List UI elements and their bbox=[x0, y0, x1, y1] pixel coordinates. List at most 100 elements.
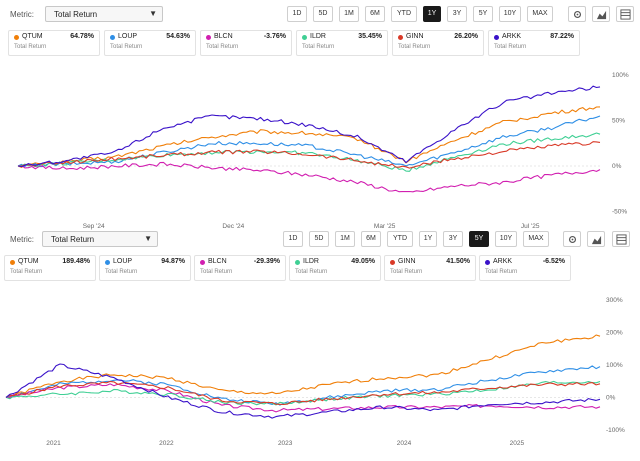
x-tick-label: 2023 bbox=[278, 440, 293, 447]
legend-ticker: LOUP bbox=[113, 258, 133, 265]
legend-sublabel: Total Return bbox=[302, 44, 335, 50]
legend-value: 49.05% bbox=[351, 258, 375, 265]
line-chart: 300% 200% 100% 0% -100% 2021 2022 2023 2024 2025 bbox=[5, 297, 625, 447]
legend-swatch bbox=[390, 260, 395, 265]
legend-card-blcn[interactable]: BLCN -3.76% Total Return bbox=[200, 30, 292, 56]
gear-icon bbox=[568, 235, 577, 244]
toolbar: Metric: Total Return ▼ 1D 5D 1M 6M YTD 1Y 3Y 5Y… bbox=[0, 6, 640, 26]
legend-value: 87.22% bbox=[550, 33, 574, 40]
legend-swatch bbox=[10, 260, 15, 265]
range-button-1y[interactable]: 1Y bbox=[419, 231, 437, 247]
legend-sublabel: Total Return bbox=[398, 44, 431, 50]
legend-card-qtum[interactable]: QTUM 64.78% Total Return bbox=[8, 30, 100, 56]
legend-value: 41.50% bbox=[446, 258, 470, 265]
range-button-5d[interactable]: 5D bbox=[309, 231, 329, 247]
toolbar: Metric: Total Return ▼ 1D 5D 1M 6M YTD 1Y 3Y 5Y… bbox=[0, 231, 640, 251]
legend-sublabel: Total Return bbox=[295, 269, 328, 275]
table-view-button[interactable] bbox=[616, 6, 634, 22]
legend-swatch bbox=[200, 260, 205, 265]
legend-card-arkk[interactable]: ARKK -6.52% Total Return bbox=[479, 255, 571, 281]
y-tick-label: 300% bbox=[606, 297, 623, 304]
range-button-1y[interactable]: 1Y bbox=[423, 6, 441, 22]
series-line-ginn bbox=[5, 380, 601, 406]
series-line-ginn bbox=[17, 141, 601, 169]
range-button-5y[interactable]: 5Y bbox=[469, 231, 489, 247]
settings-button[interactable] bbox=[568, 6, 586, 22]
range-button-3y[interactable]: 3Y bbox=[443, 231, 463, 247]
chart-type-button[interactable] bbox=[587, 231, 605, 247]
legend-card-loup[interactable]: LOUP 54.63% Total Return bbox=[104, 30, 196, 56]
legend-sublabel: Total Return bbox=[485, 269, 518, 275]
mountain-chart-icon bbox=[591, 235, 602, 245]
series-line-qtum bbox=[17, 106, 601, 168]
legend-card-ginn[interactable]: GINN 41.50% Total Return bbox=[384, 255, 476, 281]
range-button-max[interactable]: MAX bbox=[527, 6, 553, 22]
range-button-5y[interactable]: 5Y bbox=[473, 6, 493, 22]
legend-ticker: BLCN bbox=[208, 258, 227, 265]
mountain-chart-icon bbox=[596, 10, 607, 20]
legend-swatch bbox=[398, 35, 403, 40]
legend-ticker: GINN bbox=[406, 33, 424, 40]
legend-value: 94.87% bbox=[161, 258, 185, 265]
y-tick-label: 50% bbox=[612, 118, 625, 125]
y-tick-label: -100% bbox=[606, 427, 625, 434]
legend-swatch bbox=[105, 260, 110, 265]
table-icon bbox=[620, 9, 631, 20]
legend-value: 54.63% bbox=[166, 33, 190, 40]
legend-ticker: ARKK bbox=[493, 258, 513, 265]
metric-select[interactable]: Total Return ▼ bbox=[45, 6, 163, 22]
y-tick-label: 0% bbox=[612, 163, 622, 170]
legend-card-loup[interactable]: LOUP 94.87% Total Return bbox=[99, 255, 191, 281]
legend-card-ildr[interactable]: ILDR 35.45% Total Return bbox=[296, 30, 388, 56]
series-line-qtum bbox=[5, 334, 601, 398]
x-tick-label: 2021 bbox=[46, 440, 61, 447]
range-button-6m[interactable]: 6M bbox=[365, 6, 385, 22]
legend-sublabel: Total Return bbox=[14, 44, 47, 50]
range-button-10y[interactable]: 10Y bbox=[499, 6, 521, 22]
legend-value: -6.52% bbox=[542, 258, 565, 265]
legend-value: 26.20% bbox=[454, 33, 478, 40]
range-button-10y[interactable]: 10Y bbox=[495, 231, 517, 247]
x-tick-label: 2024 bbox=[397, 440, 412, 447]
range-button-1m[interactable]: 1M bbox=[339, 6, 359, 22]
range-button-ytd[interactable]: YTD bbox=[387, 231, 413, 247]
legend-swatch bbox=[110, 35, 115, 40]
legend-swatch bbox=[494, 35, 499, 40]
range-button-ytd[interactable]: YTD bbox=[391, 6, 417, 22]
series-line-arkk bbox=[17, 85, 601, 168]
metric-select[interactable]: Total Return ▼ bbox=[42, 231, 158, 247]
range-button-1m[interactable]: 1M bbox=[335, 231, 355, 247]
legend-card-arkk[interactable]: ARKK 87.22% Total Return bbox=[488, 30, 580, 56]
x-tick-label: Dec '24 bbox=[222, 223, 244, 230]
legend-sublabel: Total Return bbox=[200, 269, 233, 275]
table-view-button[interactable] bbox=[612, 231, 630, 247]
metric-label: Metric: bbox=[10, 10, 34, 19]
table-icon bbox=[616, 234, 627, 245]
chart-type-button[interactable] bbox=[592, 6, 610, 22]
range-button-1d[interactable]: 1D bbox=[283, 231, 303, 247]
chart-panel-1y: Metric: Total Return ▼ 1D 5D 1M 6M YTD 1Y 3Y 5Y… bbox=[0, 6, 640, 230]
legend-card-qtum[interactable]: QTUM 189.48% Total Return bbox=[4, 255, 96, 281]
legend-swatch bbox=[295, 260, 300, 265]
range-button-1d[interactable]: 1D bbox=[287, 6, 307, 22]
metric-label: Metric: bbox=[10, 235, 34, 244]
y-tick-label: -50% bbox=[612, 208, 627, 215]
y-tick-label: 100% bbox=[612, 72, 629, 79]
y-tick-label: 0% bbox=[606, 394, 616, 401]
range-button-6m[interactable]: 6M bbox=[361, 231, 381, 247]
range-button-3y[interactable]: 3Y bbox=[447, 6, 467, 22]
legend-sublabel: Total Return bbox=[110, 44, 143, 50]
settings-button[interactable] bbox=[563, 231, 581, 247]
range-button-5d[interactable]: 5D bbox=[313, 6, 333, 22]
legend-value: -3.76% bbox=[263, 33, 286, 40]
legend-value: 35.45% bbox=[358, 33, 382, 40]
legend-card-ginn[interactable]: GINN 26.20% Total Return bbox=[392, 30, 484, 56]
legend-sublabel: Total Return bbox=[390, 269, 423, 275]
legend-card-blcn[interactable]: BLCN -29.39% Total Return bbox=[194, 255, 286, 281]
legend-card-ildr[interactable]: ILDR 49.05% Total Return bbox=[289, 255, 381, 281]
legend-sublabel: Total Return bbox=[10, 269, 43, 275]
legend-sublabel: Total Return bbox=[206, 44, 239, 50]
range-button-max[interactable]: MAX bbox=[523, 231, 549, 247]
legend-sublabel: Total Return bbox=[494, 44, 527, 50]
x-tick-label: 2025 bbox=[510, 440, 525, 447]
